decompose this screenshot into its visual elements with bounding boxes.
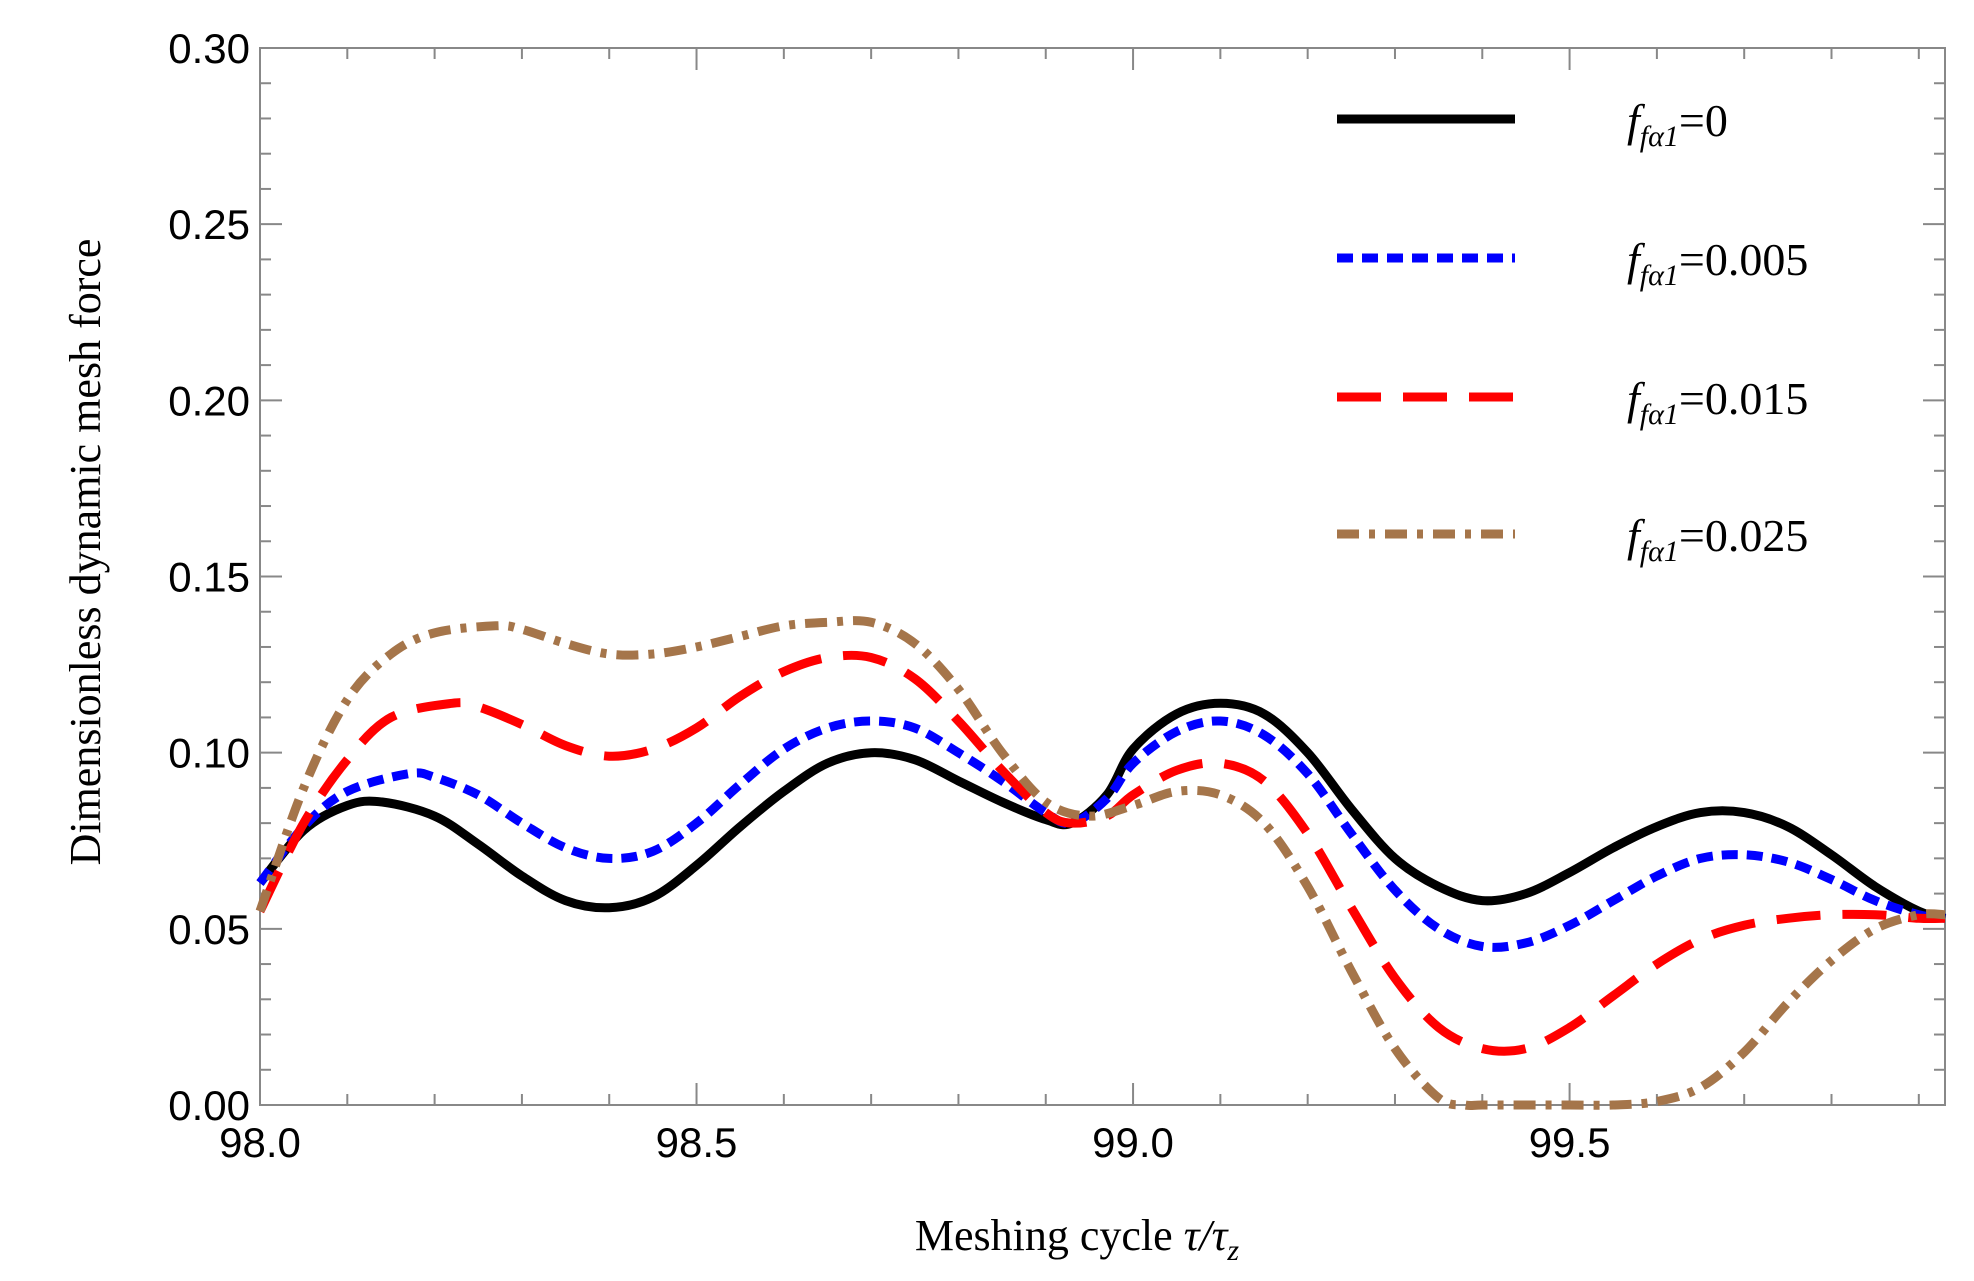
y-tick-label: 0.10	[168, 730, 250, 777]
legend-item: ffα1=0.005	[1337, 234, 1808, 292]
x-axis-title: Meshing cycle τ/τz	[915, 1211, 1240, 1267]
series-line-3	[255, 616, 1946, 1111]
y-tick-label: 0.20	[168, 377, 250, 424]
x-axis: 98.0 98.5 99.0 99.5	[219, 48, 1920, 1166]
x-tick-label: 98.5	[656, 1119, 738, 1166]
x-tick-label: 98.0	[219, 1119, 301, 1166]
y-tick-label: 0.00	[168, 1082, 250, 1129]
y-tick-label: 0.15	[168, 554, 250, 601]
series-line-2	[255, 650, 1946, 1056]
y-axis: 0.00 0.05 0.10 0.15 0.20 0.25 0.30	[168, 25, 1945, 1129]
series-line-1	[256, 716, 1946, 952]
legend-item: ffα1=0.025	[1337, 510, 1808, 568]
legend-label: ffα1=0.005	[1627, 234, 1808, 292]
legend-item: ffα1=0.015	[1337, 373, 1808, 431]
x-tick-label: 99.5	[1529, 1119, 1611, 1166]
y-tick-label: 0.05	[168, 906, 250, 953]
y-axis-title: Dimensionless dynamic mesh force	[61, 239, 110, 866]
legend-label: ffα1=0.015	[1627, 373, 1808, 431]
x-tick-label: 99.0	[1092, 1119, 1174, 1166]
y-tick-label: 0.30	[168, 25, 250, 72]
legend-label: ffα1=0.025	[1627, 510, 1808, 568]
y-tick-label: 0.25	[168, 201, 250, 248]
series-layer	[255, 616, 1947, 1111]
series-line-0	[256, 698, 1947, 923]
